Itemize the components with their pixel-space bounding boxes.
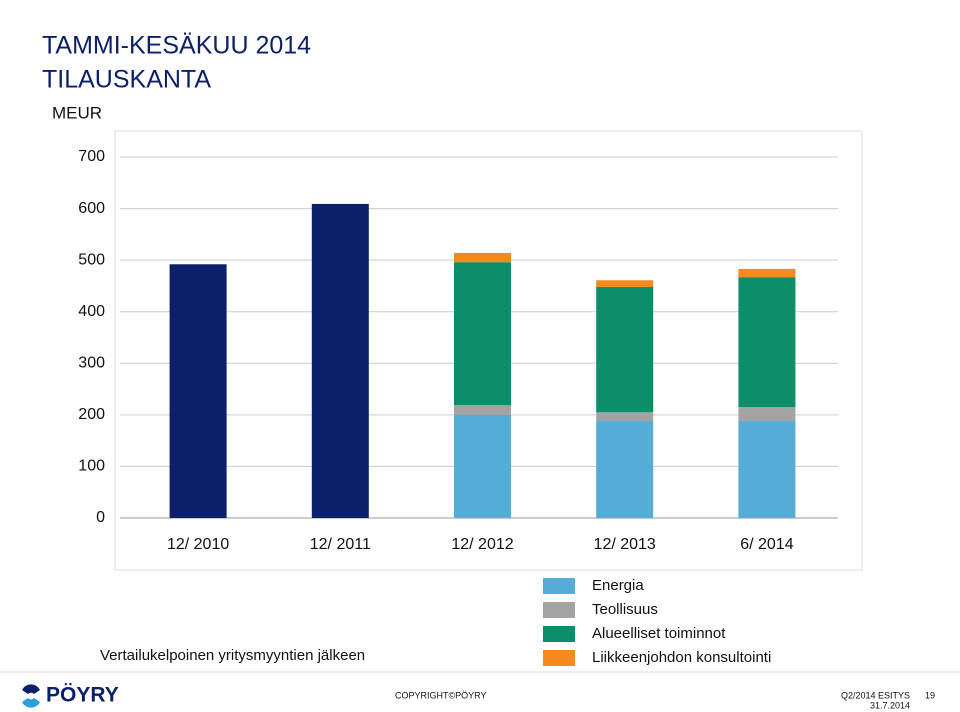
x-tick-label: 6/ 2014	[740, 536, 793, 553]
y-tick-label: 400	[78, 303, 105, 320]
y-tick-label: 300	[78, 355, 105, 372]
bar-segment	[596, 412, 654, 422]
y-tick-label: 0	[96, 509, 105, 526]
bar-segment	[454, 405, 511, 415]
legend-label: Liikkeenjohdon konsultointi	[592, 649, 771, 666]
title: TAMMI-KESÄKUU 2014	[42, 32, 311, 60]
legend-label: Energia	[592, 577, 644, 594]
legend-swatch	[543, 650, 575, 666]
copyright: COPYRIGHT©PÖYRY	[395, 690, 486, 700]
bar-segment	[454, 252, 511, 263]
x-tick-label: 12/ 2013	[594, 536, 656, 553]
page-number: 19	[925, 690, 935, 700]
x-tick-label: 12/ 2010	[167, 536, 229, 553]
bar-segment	[454, 414, 511, 518]
bar-segment	[169, 264, 227, 518]
bar-segment	[738, 268, 796, 278]
legend-swatch	[543, 626, 575, 642]
bar-segment	[596, 286, 654, 413]
bar-segment	[738, 277, 796, 408]
bar-segment	[596, 421, 654, 518]
y-tick-label: 700	[78, 148, 105, 165]
bar-segment	[738, 407, 796, 422]
bar-segment	[311, 203, 369, 518]
logo-icon	[22, 684, 40, 708]
bar-segment	[596, 280, 654, 287]
y-axis-label: MEUR	[52, 103, 102, 122]
legend-swatch	[543, 578, 575, 594]
bar-segment	[738, 421, 796, 518]
x-tick-label: 12/ 2012	[451, 536, 513, 553]
presentation: Q2/2014 ESITYS	[841, 690, 910, 700]
legend-swatch	[543, 602, 575, 618]
y-tick-label: 100	[78, 458, 105, 475]
date: 31.7.2014	[870, 700, 910, 710]
legend-label: Teollisuus	[592, 601, 658, 618]
note: Vertailukelpoinen yritysmyyntien jälkeen	[100, 647, 365, 664]
logo-text: PÖYRY	[46, 684, 119, 707]
y-tick-label: 600	[78, 200, 105, 217]
bar-segment	[454, 262, 511, 406]
y-tick-label: 500	[78, 251, 105, 268]
subtitle: TILAUSKANTA	[42, 66, 211, 94]
x-tick-label: 12/ 2011	[310, 536, 371, 553]
legend-label: Alueelliset toiminnot	[592, 625, 726, 642]
y-tick-label: 200	[78, 406, 105, 423]
